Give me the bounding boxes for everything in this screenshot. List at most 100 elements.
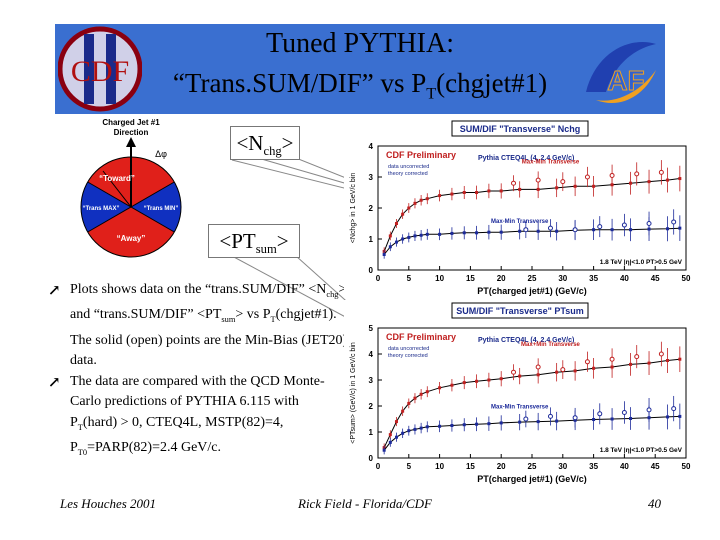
data-point	[610, 228, 614, 232]
theory-curve	[383, 227, 680, 255]
data-point	[555, 419, 559, 423]
data-point	[407, 235, 411, 239]
data-point-open	[646, 407, 652, 413]
data-point	[425, 232, 429, 236]
data-point	[407, 206, 411, 210]
data-point	[438, 386, 442, 390]
data-point	[555, 186, 559, 190]
data-point	[388, 245, 392, 249]
data-point	[419, 198, 423, 202]
data-point	[499, 189, 503, 193]
nchg-callout-sub: chg	[263, 144, 282, 159]
data-point-open	[572, 415, 578, 421]
arrow-bullet-icon: ↗	[48, 283, 61, 299]
bullet-1-text-a: Plots shows data on the “trans.SUM/DIF” …	[70, 282, 327, 297]
x-tick-label: 0	[376, 462, 381, 471]
data-point-open	[671, 219, 677, 225]
y-tick-label: 1	[369, 235, 374, 244]
cdf-logo-text: CDF	[71, 55, 129, 88]
x-tick-label: 40	[620, 274, 629, 283]
diagram-title-line-1: Charged Jet #1	[102, 118, 160, 127]
data-point-open	[560, 367, 566, 373]
arrow-bullet-icon: ↗	[48, 374, 61, 391]
trans-max-label: “Trans MAX”	[82, 206, 119, 212]
data-point	[536, 420, 540, 424]
bullet-2-sub-a: T	[77, 422, 83, 432]
data-point	[394, 240, 398, 244]
legend-note: data uncorrected	[388, 164, 429, 170]
bullet-2-sub-b: T0	[77, 447, 88, 457]
chart-title: SUM/DIF "Transverse" PTsum	[456, 306, 583, 316]
data-point-open	[572, 227, 578, 233]
chart-title: SUM/DIF "Transverse" Nchg	[460, 124, 581, 134]
bullet-1-text-c: > vs P	[235, 307, 271, 323]
data-point	[629, 416, 633, 420]
x-tick-label: 50	[682, 274, 691, 283]
data-point-open	[658, 351, 664, 357]
data-point	[555, 370, 559, 374]
x-tick-label: 25	[528, 462, 537, 471]
x-tick-label: 45	[651, 462, 660, 471]
data-point	[425, 425, 429, 429]
data-point	[450, 192, 454, 196]
data-point	[487, 422, 491, 426]
delta-phi-line	[102, 170, 132, 208]
data-point	[419, 392, 423, 396]
bullet-1-text-d: (chgjet#1). The solid (open) points are …	[70, 307, 348, 369]
y-tick-label: 1	[369, 428, 374, 437]
bullet-1-sub-a: chg	[326, 289, 339, 299]
y-tick-label: 2	[369, 204, 374, 213]
y-tick-label: 0	[369, 266, 374, 275]
data-point	[401, 431, 405, 435]
x-tick-label: 25	[528, 274, 537, 283]
x-tick-label: 35	[589, 274, 598, 283]
data-point	[647, 180, 651, 184]
data-point-open	[621, 410, 627, 415]
data-point	[629, 362, 633, 366]
data-point	[487, 189, 491, 193]
footer-author: Rick Field - Florida/CDF	[298, 496, 432, 511]
data-point	[518, 187, 522, 191]
data-point	[401, 212, 405, 216]
data-point	[666, 415, 670, 419]
data-point-open	[671, 406, 677, 412]
data-point	[592, 418, 596, 422]
x-tick-label: 50	[682, 462, 691, 471]
diagram-title-line-2: Direction	[114, 128, 149, 137]
data-point	[438, 232, 442, 236]
data-point	[462, 191, 466, 194]
region-diagram: Charged Jet #1 Direction “Toward” “Trans…	[80, 118, 182, 258]
theory-curve	[383, 358, 680, 448]
x-tick-label: 0	[376, 274, 381, 283]
data-point-open	[584, 174, 590, 180]
nchg-callout: <Nchg>	[230, 126, 300, 160]
data-point	[475, 231, 479, 235]
data-point	[401, 409, 405, 413]
y-tick-label: 4	[369, 142, 374, 151]
x-tick-label: 35	[589, 462, 598, 471]
data-point	[394, 420, 398, 424]
data-point-open	[547, 225, 553, 231]
data-point	[388, 234, 392, 238]
x-tick-label: 30	[558, 274, 567, 283]
title-banner: Tuned PYTHIA: “Trans.SUM/DIF” vs PT(chgj…	[55, 24, 665, 114]
cdf-logo: CDF	[58, 26, 142, 112]
data-point-open	[597, 411, 603, 417]
trans-min-region	[131, 182, 181, 232]
x-tick-label: 10	[435, 274, 444, 283]
data-point-open	[584, 359, 590, 365]
ptsum-callout-close: >	[276, 229, 289, 253]
data-point	[518, 420, 522, 424]
x-axis-label: PT(charged jet#1) (GeV/c)	[477, 286, 587, 296]
ptsum-callout-open: <PT	[219, 229, 256, 253]
data-point	[413, 396, 417, 400]
footer-event: Les Houches 2001	[60, 496, 157, 511]
bullet-1-text-b: > and “trans.SUM/DIF” <PT	[70, 282, 347, 323]
y-tick-label: 5	[369, 324, 374, 333]
cdf-logo-bar-left	[84, 34, 94, 104]
toward-label: “Toward”	[99, 174, 135, 183]
data-point-open	[511, 180, 517, 186]
away-region	[87, 207, 175, 257]
x-tick-label: 20	[497, 462, 506, 471]
